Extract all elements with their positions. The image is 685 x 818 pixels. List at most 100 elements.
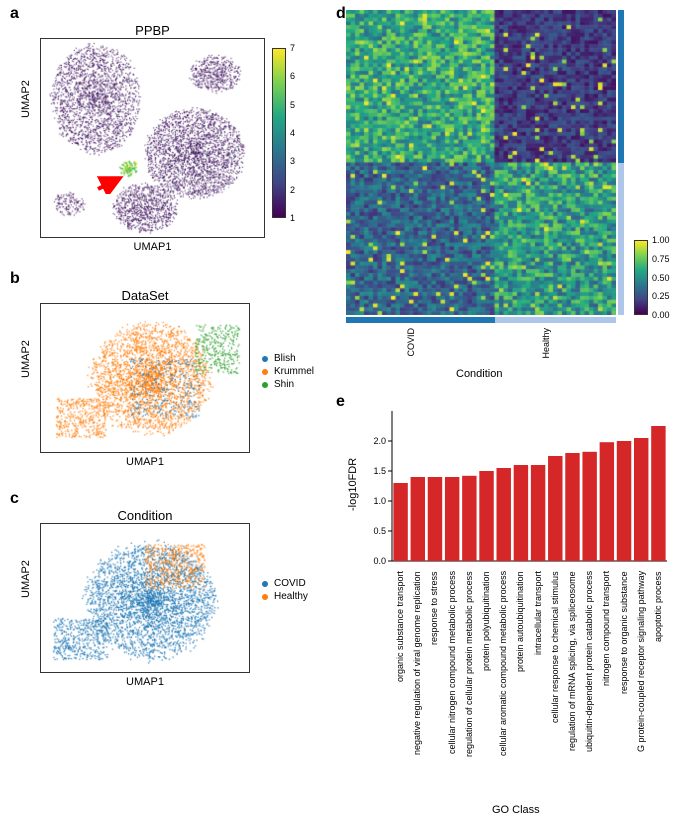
panel-a-label: a xyxy=(10,5,265,23)
bar-label: cellular nitrogen compound metabolic pro… xyxy=(447,571,459,796)
bar-label: cellular response to chemical stimulus xyxy=(550,571,562,796)
bar-label: negative regulation of viral genome repl… xyxy=(412,571,424,796)
panel-a-ylabel: UMAP2 xyxy=(20,80,32,118)
colorbar-tick: 7 xyxy=(290,43,295,53)
bar xyxy=(582,452,596,561)
panel-c-plot xyxy=(40,523,250,673)
bar-label: regulation of cellular protein metabolic… xyxy=(464,571,476,796)
panel-a-title: PPBP xyxy=(40,23,265,38)
panel-b-title: DataSet xyxy=(40,288,250,303)
panel-b-xlabel: UMAP1 xyxy=(40,456,250,468)
panel-c: c Condition UMAP2 UMAP1 COVIDHealthy xyxy=(10,490,250,688)
panel-e-labels: organic substance transportnegative regu… xyxy=(372,571,672,791)
panel-c-label: c xyxy=(10,490,250,508)
colorbar-tick: 0.50 xyxy=(652,273,670,283)
legend-dot xyxy=(262,356,268,362)
bar xyxy=(565,453,579,561)
legend-label: COVID xyxy=(274,578,306,589)
legend-label: Shin xyxy=(274,379,294,390)
bar xyxy=(514,465,528,561)
bar xyxy=(531,465,545,561)
colorbar-tick: 1 xyxy=(290,213,295,223)
panel-e: e -log10FDR 0.00.51.01.52.0 organic subs… xyxy=(340,398,672,571)
bar xyxy=(411,477,425,561)
panel-b-legend: Blish Krummel Shin xyxy=(262,353,314,392)
colorbar-tick: 5 xyxy=(290,100,295,110)
colorbar-tick: 3 xyxy=(290,156,295,166)
bar-label: protein polyubiquitination xyxy=(481,571,493,796)
panel-b-label: b xyxy=(10,270,250,288)
colorbar-tick: 0.75 xyxy=(652,254,670,264)
legend-dot xyxy=(262,581,268,587)
panel-e-label: e xyxy=(336,393,345,411)
colorbar-tick: 0.25 xyxy=(652,291,670,301)
svg-text:0.5: 0.5 xyxy=(373,526,386,536)
legend-dot xyxy=(262,594,268,600)
legend-label: Krummel xyxy=(274,366,314,377)
colorbar-tick: 2 xyxy=(290,185,295,195)
panel-e-chart: 0.0 0.5 1.0 1.5 2.0 xyxy=(372,406,672,566)
panel-d-row-strip xyxy=(618,10,624,315)
panel-d-colorbar: 1.000.750.500.250.00 xyxy=(634,240,648,315)
legend-dot xyxy=(262,369,268,375)
legend-dot xyxy=(262,382,268,388)
bar xyxy=(445,477,459,561)
panel-e-xlabel: GO Class xyxy=(492,804,540,816)
legend-item: Shin xyxy=(262,379,314,390)
bar xyxy=(617,441,631,561)
bar-label: cellular aromatic compound metabolic pro… xyxy=(498,571,510,796)
svg-text:2.0: 2.0 xyxy=(373,436,386,446)
colorbar-tick: 4 xyxy=(290,128,295,138)
bar-label: response to organic substance xyxy=(619,571,631,796)
bar xyxy=(651,426,665,561)
panel-c-xlabel: UMAP1 xyxy=(40,676,250,688)
panel-d-label: d xyxy=(336,5,346,23)
panel-d-heatmap xyxy=(346,10,616,315)
colorbar-tick: 6 xyxy=(290,71,295,81)
bar-label: regulation of mRNA splicing, via spliceo… xyxy=(567,571,579,796)
legend-label: Blish xyxy=(274,353,296,364)
bar xyxy=(479,471,493,561)
panel-d-cond1: COVID xyxy=(406,328,416,357)
panel-a-colorbar: 7654321 xyxy=(272,48,286,218)
panel-c-title: Condition xyxy=(40,508,250,523)
svg-text:1.0: 1.0 xyxy=(373,496,386,506)
panel-a-plot xyxy=(40,38,265,238)
figure-container: a PPBP UMAP2 UMAP1 7654321 b DataSet UMA… xyxy=(0,0,685,818)
panel-d-col-strip xyxy=(346,317,616,323)
colorbar-tick: 1.00 xyxy=(652,235,670,245)
panel-c-legend: COVID Healthy xyxy=(262,578,308,604)
bar-label: G protein-coupled receptor signaling pat… xyxy=(636,571,648,796)
bar-label: nitrogen compound transport xyxy=(601,571,613,796)
legend-item: COVID xyxy=(262,578,308,589)
bar xyxy=(497,468,511,561)
svg-text:1.5: 1.5 xyxy=(373,466,386,476)
legend-item: Healthy xyxy=(262,591,308,602)
bar xyxy=(548,456,562,561)
panel-d-cond2: Healthy xyxy=(541,328,551,359)
bar xyxy=(428,477,442,561)
arrow-icon xyxy=(96,174,126,194)
panel-c-ylabel: UMAP2 xyxy=(20,560,32,598)
panel-a-xlabel: UMAP1 xyxy=(40,241,265,253)
bar-label: apoptotic process xyxy=(653,571,665,796)
bar xyxy=(634,438,648,561)
panel-b-ylabel: UMAP2 xyxy=(20,340,32,378)
bar-label: intracellular transport xyxy=(533,571,545,796)
colorbar-tick: 0.00 xyxy=(652,310,670,320)
legend-label: Healthy xyxy=(274,591,308,602)
bar-label: ubiquitin-dependent protein catabolic pr… xyxy=(584,571,596,796)
panel-d: d COVID Healthy Condition 1.000.750.500.… xyxy=(340,5,616,315)
panel-e-ylabel: -log10FDR xyxy=(347,458,359,511)
panel-b: b DataSet UMAP2 UMAP1 BlishKrummelShin xyxy=(10,270,250,468)
bar xyxy=(600,442,614,561)
bar xyxy=(462,476,476,561)
svg-text:0.0: 0.0 xyxy=(373,556,386,566)
panel-a: a PPBP UMAP2 UMAP1 7654321 xyxy=(10,5,265,253)
bar-label: response to stress xyxy=(429,571,441,796)
bar xyxy=(393,483,407,561)
panel-d-xlabel: Condition xyxy=(456,368,502,380)
bar-label: organic substance transport xyxy=(395,571,407,796)
legend-item: Krummel xyxy=(262,366,314,377)
legend-item: Blish xyxy=(262,353,314,364)
